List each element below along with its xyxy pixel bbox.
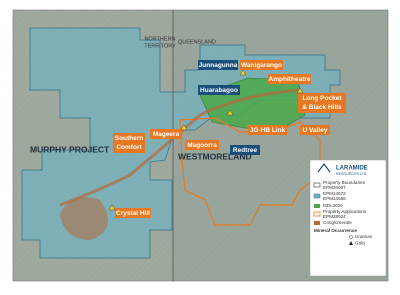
deposit-label: Comfort bbox=[116, 144, 142, 151]
region-label: QUEENSLAND bbox=[178, 39, 216, 45]
conglomerate bbox=[59, 88, 301, 207]
company-name: LARAMIDE bbox=[336, 166, 368, 172]
deposit-label: Redtree bbox=[233, 147, 258, 154]
legend-text: Property Boundaries bbox=[323, 180, 366, 185]
region-label: NORTHERN bbox=[144, 36, 175, 42]
legend-heading: Mineral Occurrence bbox=[314, 228, 357, 233]
label-box bbox=[198, 85, 240, 95]
deposit-label: Crystal Hill bbox=[116, 210, 150, 217]
company-name: RESOURCES LTD. bbox=[336, 172, 367, 176]
label-box bbox=[198, 60, 238, 70]
legend-swatch bbox=[313, 193, 321, 199]
uranium-symbol bbox=[349, 235, 353, 239]
label-box bbox=[248, 125, 287, 135]
logo bbox=[317, 163, 331, 173]
deposit-label: Magoorra bbox=[187, 142, 217, 149]
markers bbox=[108, 69, 304, 211]
gold-marker bbox=[226, 109, 234, 116]
deposit-label: Southern bbox=[115, 135, 144, 142]
label-box bbox=[240, 60, 283, 70]
legend-text: Property Applications bbox=[323, 209, 367, 214]
legend-text: EPM14672 bbox=[323, 191, 346, 196]
legend-swatch bbox=[314, 204, 320, 208]
legend-text: EPM28924 bbox=[323, 214, 346, 219]
gold-symbol bbox=[349, 241, 353, 245]
region-label: TERRITORY bbox=[144, 43, 176, 49]
legend-text: EPM14558 bbox=[323, 196, 346, 201]
deposit-label: Wanigarango bbox=[241, 62, 282, 69]
label-box bbox=[150, 129, 182, 139]
conglomerate bbox=[60, 197, 108, 240]
label-box bbox=[185, 140, 219, 150]
deposit-label: Amphitheatre bbox=[269, 76, 311, 83]
legend bbox=[309, 159, 387, 277]
label-box bbox=[230, 145, 260, 155]
deposit-label: Junnagunna bbox=[199, 62, 238, 69]
legend-text: Gold bbox=[355, 241, 365, 246]
frame bbox=[12, 9, 389, 282]
legend-text: MDL2026 bbox=[323, 203, 343, 208]
deposit-label: Long Pocket bbox=[302, 95, 342, 102]
project-label: WESTMORELAND bbox=[178, 151, 252, 161]
gold-marker bbox=[108, 204, 116, 211]
project-label: MURPHY PROJECT bbox=[30, 144, 110, 154]
gold-marker bbox=[239, 69, 247, 76]
legend-text: Uranium bbox=[355, 234, 373, 239]
deposit-label: U Valley bbox=[303, 127, 328, 134]
legend-text: EPM20007 bbox=[323, 185, 346, 190]
legend-text: Conglomerate bbox=[323, 220, 352, 225]
gold-marker bbox=[180, 124, 188, 131]
legend-swatch bbox=[313, 211, 321, 217]
deposit-label: JG-HB Link bbox=[250, 127, 286, 134]
legend-swatch bbox=[313, 182, 321, 188]
label-box bbox=[268, 74, 311, 84]
label-box bbox=[113, 133, 145, 153]
label-boxes bbox=[113, 60, 346, 218]
deposit-label: & Black Hills bbox=[302, 104, 342, 111]
legend-swatch bbox=[314, 221, 320, 225]
deposit-label: Mageera bbox=[153, 131, 180, 138]
label-box bbox=[115, 208, 151, 218]
label-box bbox=[298, 93, 346, 113]
label-box bbox=[300, 125, 330, 135]
gold-marker bbox=[296, 87, 304, 94]
deposit-label: Huarabagoo bbox=[200, 87, 238, 94]
